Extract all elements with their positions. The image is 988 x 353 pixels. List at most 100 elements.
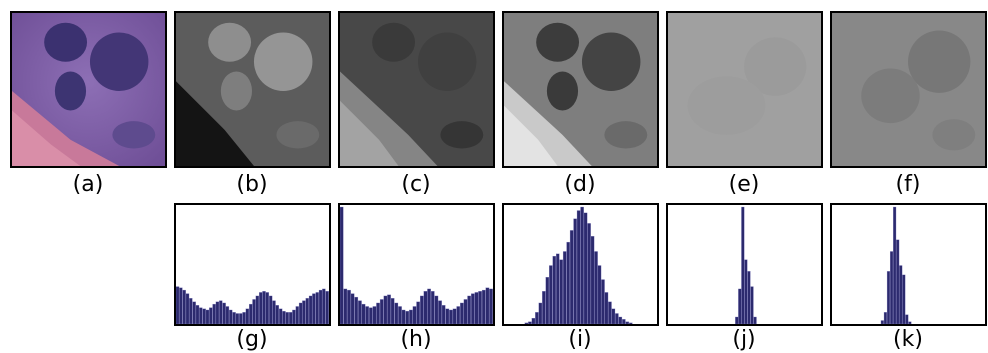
- histogram-g-bar: [215, 301, 220, 324]
- caption-f: (f): [895, 172, 921, 197]
- histogram-g-bar: [302, 300, 306, 324]
- histogram-k-bar: [896, 239, 900, 324]
- histogram-h-bar: [441, 305, 446, 324]
- histogram-g-bar: [259, 292, 263, 324]
- histogram-h-bar: [394, 302, 399, 324]
- histogram-i-bar: [594, 251, 598, 324]
- panel-b-image: [174, 11, 331, 168]
- caption-e: (e): [728, 172, 760, 197]
- histogram-k-bar: [905, 314, 909, 324]
- histogram-h-bar: [467, 295, 471, 324]
- histogram-h-bar: [470, 293, 475, 324]
- histogram-h-bar: [383, 295, 388, 324]
- panel-a-image: [10, 11, 167, 168]
- histogram-g-bar: [252, 299, 256, 324]
- caption-c: (c): [401, 172, 431, 197]
- histogram-i-bar: [580, 206, 584, 324]
- histogram-i-bar: [590, 236, 595, 324]
- caption-j: (j): [732, 327, 756, 352]
- caption-i: (i): [568, 327, 592, 352]
- histogram-g-bar: [249, 303, 253, 324]
- histogram-i-bar: [576, 210, 581, 324]
- histogram-h-bar: [485, 287, 490, 324]
- histogram-j-bar: [741, 206, 745, 324]
- histogram-g-bar: [295, 306, 299, 324]
- histogram-g-bar: [278, 308, 283, 324]
- histogram-g-bar: [272, 300, 276, 324]
- histogram-i-bar: [583, 212, 588, 324]
- histogram-g-bar: [232, 312, 236, 324]
- histogram-g-bar: [195, 305, 200, 324]
- histogram-g-bar: [212, 303, 216, 324]
- histogram-g-bar: [205, 309, 210, 324]
- histogram-i-bar: [562, 251, 567, 324]
- histogram-h-bar: [372, 306, 377, 324]
- histogram-i-bar: [545, 277, 550, 324]
- histogram-g-bar: [239, 313, 243, 324]
- histogram-k-bar: [908, 321, 912, 324]
- histogram-g-bar: [305, 298, 309, 324]
- histogram-h-bar: [445, 308, 450, 324]
- histogram-j-bar: [750, 286, 754, 324]
- histogram-h-bar: [354, 296, 359, 324]
- histogram-h-bar: [489, 288, 493, 324]
- histogram-h-bar: [376, 302, 380, 324]
- histogram-i-bar: [587, 223, 591, 324]
- histogram-j: [666, 203, 823, 326]
- histogram-h-bar: [361, 303, 366, 324]
- histogram-g-bar: [292, 309, 296, 324]
- histogram-j-bar: [735, 316, 739, 324]
- histogram-h-bar: [398, 306, 402, 324]
- histogram-h-bar: [365, 306, 369, 324]
- histogram-k-bar: [886, 271, 891, 324]
- histogram-h: [338, 203, 495, 326]
- histogram-h-bar: [434, 295, 439, 324]
- histogram-g-bar: [182, 289, 186, 324]
- histogram-h-bar: [416, 301, 420, 324]
- histogram-g-bar: [315, 292, 319, 324]
- caption-b: (b): [236, 172, 268, 197]
- histogram-h-bar: [449, 309, 453, 324]
- histogram-h-bar: [427, 288, 431, 324]
- histogram-i-bar: [538, 302, 543, 324]
- histogram-h-bar: [347, 289, 351, 324]
- histogram-i-bar: [528, 321, 532, 324]
- histogram-g-bar: [219, 300, 223, 324]
- histogram-i-bar: [524, 322, 529, 324]
- histogram-i-bar: [622, 319, 626, 324]
- histogram-g-bar: [265, 292, 270, 324]
- histogram-g: [174, 203, 331, 326]
- histogram-h-bar: [405, 310, 410, 324]
- histogram-i-bar: [608, 301, 612, 324]
- histogram-g-bar: [176, 286, 180, 324]
- histogram-i-bar: [549, 265, 553, 324]
- histogram-h-bar: [419, 295, 424, 324]
- histogram-i-bar: [542, 291, 546, 324]
- histogram-g-bar: [192, 301, 196, 324]
- histogram-h-bar: [358, 300, 362, 324]
- histogram-k-bar: [899, 265, 903, 324]
- histogram-h-bar: [409, 309, 413, 324]
- histogram-g-bar: [285, 312, 289, 324]
- panel-c-image: [338, 11, 495, 168]
- histogram-j-bar: [738, 288, 742, 324]
- histogram-h-bar: [438, 300, 442, 324]
- panel-d-image: [502, 11, 659, 168]
- histogram-k-bar: [889, 251, 894, 324]
- histogram-h-bar: [478, 291, 482, 324]
- histogram-g-bar: [318, 289, 323, 324]
- histogram-h-bar: [387, 294, 391, 324]
- histogram-g-bar: [325, 291, 329, 324]
- histogram-i-bar: [604, 292, 609, 324]
- histogram-i-bar: [615, 313, 619, 324]
- histogram-k: [830, 203, 987, 326]
- histogram-i-bar: [535, 312, 539, 324]
- histogram-i-bar: [611, 308, 616, 324]
- caption-k: (k): [893, 327, 923, 352]
- histogram-h-bar: [474, 292, 479, 324]
- histogram-g-bar: [199, 307, 203, 324]
- histogram-h-bar: [423, 291, 428, 324]
- caption-h: (h): [400, 327, 432, 352]
- histogram-g-bar: [242, 312, 246, 324]
- histogram-h-bar: [350, 293, 355, 324]
